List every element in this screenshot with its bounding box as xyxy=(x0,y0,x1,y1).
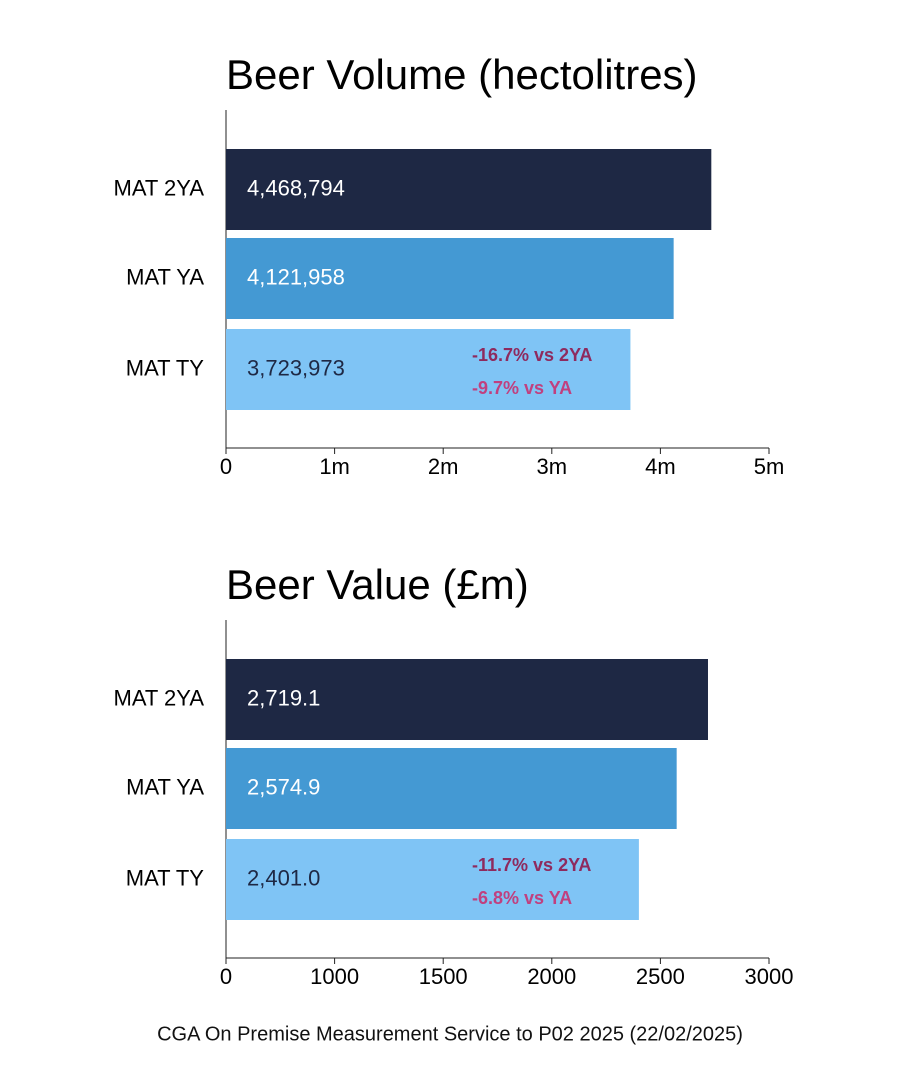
x-tick-label: 5m xyxy=(754,454,785,479)
x-tick-label: 1m xyxy=(319,454,350,479)
bar xyxy=(226,329,631,410)
data-label: 3,723,973 xyxy=(247,355,345,380)
x-tick-label: 2000 xyxy=(527,964,576,989)
x-tick-label: 3000 xyxy=(745,964,794,989)
y-tick-label: MAT YA xyxy=(126,264,204,289)
data-label: 4,468,794 xyxy=(247,175,345,200)
bar xyxy=(226,238,674,319)
footer: CGA On Premise Measurement Service to P0… xyxy=(157,1023,743,1045)
y-tick-label: MAT 2YA xyxy=(114,175,205,200)
x-tick-label: 1500 xyxy=(419,964,468,989)
y-tick-label: MAT YA xyxy=(126,774,204,799)
x-tick-label: 2500 xyxy=(636,964,685,989)
x-tick-label: 1000 xyxy=(310,964,359,989)
data-label: 2,719.1 xyxy=(247,685,320,710)
bar xyxy=(226,839,639,920)
annotation: -6.8% vs YA xyxy=(472,888,572,908)
bar xyxy=(226,748,677,829)
y-tick-label: MAT 2YA xyxy=(114,685,205,710)
annotation: -16.7% vs 2YA xyxy=(472,345,592,365)
bar xyxy=(226,659,708,740)
annotation: -11.7% vs 2YA xyxy=(472,855,591,875)
x-tick-label: 3m xyxy=(537,454,568,479)
x-tick-label: 4m xyxy=(645,454,676,479)
bar xyxy=(226,149,712,230)
chart-title: Beer Volume (hectolitres) xyxy=(226,51,698,98)
chart-title: Beer Value (£m) xyxy=(226,561,529,608)
x-tick-label: 0 xyxy=(220,454,232,479)
x-tick-label: 0 xyxy=(220,964,232,989)
y-tick-label: MAT TY xyxy=(126,865,205,890)
annotation: -9.7% vs YA xyxy=(472,378,572,398)
data-label: 4,121,958 xyxy=(247,264,345,289)
y-tick-label: MAT TY xyxy=(126,355,205,380)
data-label: 2,574.9 xyxy=(247,774,320,799)
x-tick-label: 2m xyxy=(428,454,459,479)
data-label: 2,401.0 xyxy=(247,865,320,890)
